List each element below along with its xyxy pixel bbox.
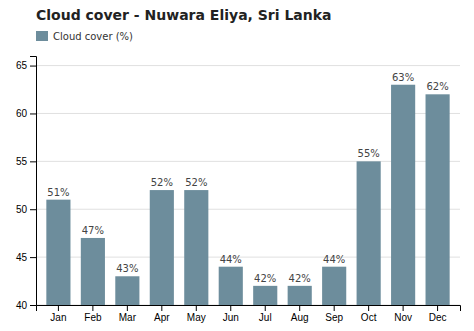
chart: 51% 47% 43% 52% 52% 44% 42% 42% 44% 55% 63% 62% 40 45… [0,0,474,331]
bar [184,190,208,305]
legend-swatch [36,31,48,41]
x-tick-mark [299,305,300,311]
x-tick-mark [265,305,266,311]
grid-line [36,65,460,66]
bar [81,238,105,305]
data-label: 55% [358,148,380,159]
x-tick-mark [403,305,404,311]
data-label: 42% [289,273,311,284]
x-tick-label: Oct [361,312,377,323]
x-tick: Oct [361,305,377,323]
data-label: 51% [47,187,69,198]
data-label: 47% [82,225,104,236]
bar [253,286,277,305]
x-tick-label: Dec [429,312,447,323]
x-tick: Nov [394,305,412,323]
y-tick-mark [30,161,36,162]
x-tick-mark [368,305,369,311]
y-tick-label: 50 [16,204,28,215]
x-tick: Dec [429,305,447,323]
x-tick-mark [58,305,59,311]
y-tick: 60 [16,108,36,119]
y-tick-label: 55 [16,156,28,167]
x-tick-label: Feb [84,312,102,323]
y-tick-label: 40 [16,300,28,311]
bar [115,276,139,305]
x-tick: Feb [84,305,102,323]
x-tick: Sep [325,305,343,323]
data-label: 43% [116,263,138,274]
x-tick-label: Jun [223,312,239,323]
bar [219,267,243,305]
y-axis-line [30,57,37,306]
x-tick: Aug [291,305,309,323]
y-axis: 40 45 50 55 60 65 [16,57,37,311]
legend-label: Cloud cover (%) [53,31,133,42]
x-tick-label: Jul [259,312,272,323]
data-label: 52% [151,177,173,188]
x-tick-label: Apr [154,312,170,323]
x-axis: Jan Feb Mar Apr May Jun Jul Aug Sep Oct Nov Dec [37,305,461,323]
x-tick-mark [92,305,93,311]
data-label: 52% [185,177,207,188]
y-tick: 65 [16,60,36,71]
x-tick-mark [127,305,128,311]
y-tick: 45 [16,252,36,263]
legend: Cloud cover (%) [36,31,133,42]
x-tick-label: Mar [119,312,137,323]
y-tick: 50 [16,204,36,215]
y-tick-mark [30,113,36,114]
x-tick-label: May [187,312,206,323]
grid [36,66,460,305]
x-tick: May [187,305,206,323]
x-tick-label: Sep [325,312,343,323]
x-tick-label: Aug [291,312,309,323]
x-tick-mark [196,305,197,311]
y-tick-mark [30,257,36,258]
bar [357,161,381,305]
x-tick: Jun [223,305,239,323]
bar [46,200,70,305]
x-axis-line [37,306,461,312]
data-labels: 51% 47% 43% 52% 52% 44% 42% 42% 44% 55% 63% 62% [47,72,448,284]
plot: 51% 47% 43% 52% 52% 44% 42% 42% 44% 55% 63% 62% 40 45… [16,57,461,324]
y-tick-mark [30,209,36,210]
x-tick-mark [161,305,162,311]
x-tick: Mar [119,305,137,323]
x-tick-mark [334,305,335,311]
y-tick: 55 [16,156,36,167]
bar [150,190,174,305]
data-label: 44% [220,254,242,265]
x-tick: Jan [50,305,66,323]
x-tick-label: Jan [50,312,66,323]
y-tick-label: 65 [16,60,28,71]
data-label: 62% [426,81,448,92]
bar [426,94,450,305]
bar [322,267,346,305]
x-tick-mark [437,305,438,311]
x-tick: Apr [154,305,170,323]
y-tick-label: 60 [16,108,28,119]
data-label: 63% [392,72,414,83]
data-label: 44% [323,254,345,265]
data-label: 42% [254,273,276,284]
y-tick-label: 45 [16,252,28,263]
bars [46,85,449,305]
x-tick-mark [230,305,231,311]
x-tick: Jul [259,305,272,323]
y-tick-mark [30,66,36,67]
bar [391,85,415,305]
y-tick-mark [30,305,36,306]
legend-item: Cloud cover (%) [36,31,133,42]
x-tick-label: Nov [394,312,412,323]
title: Cloud cover - Nuwara Eliya, Sri Lanka [36,7,332,23]
bar [288,286,312,305]
y-tick: 40 [16,300,36,311]
